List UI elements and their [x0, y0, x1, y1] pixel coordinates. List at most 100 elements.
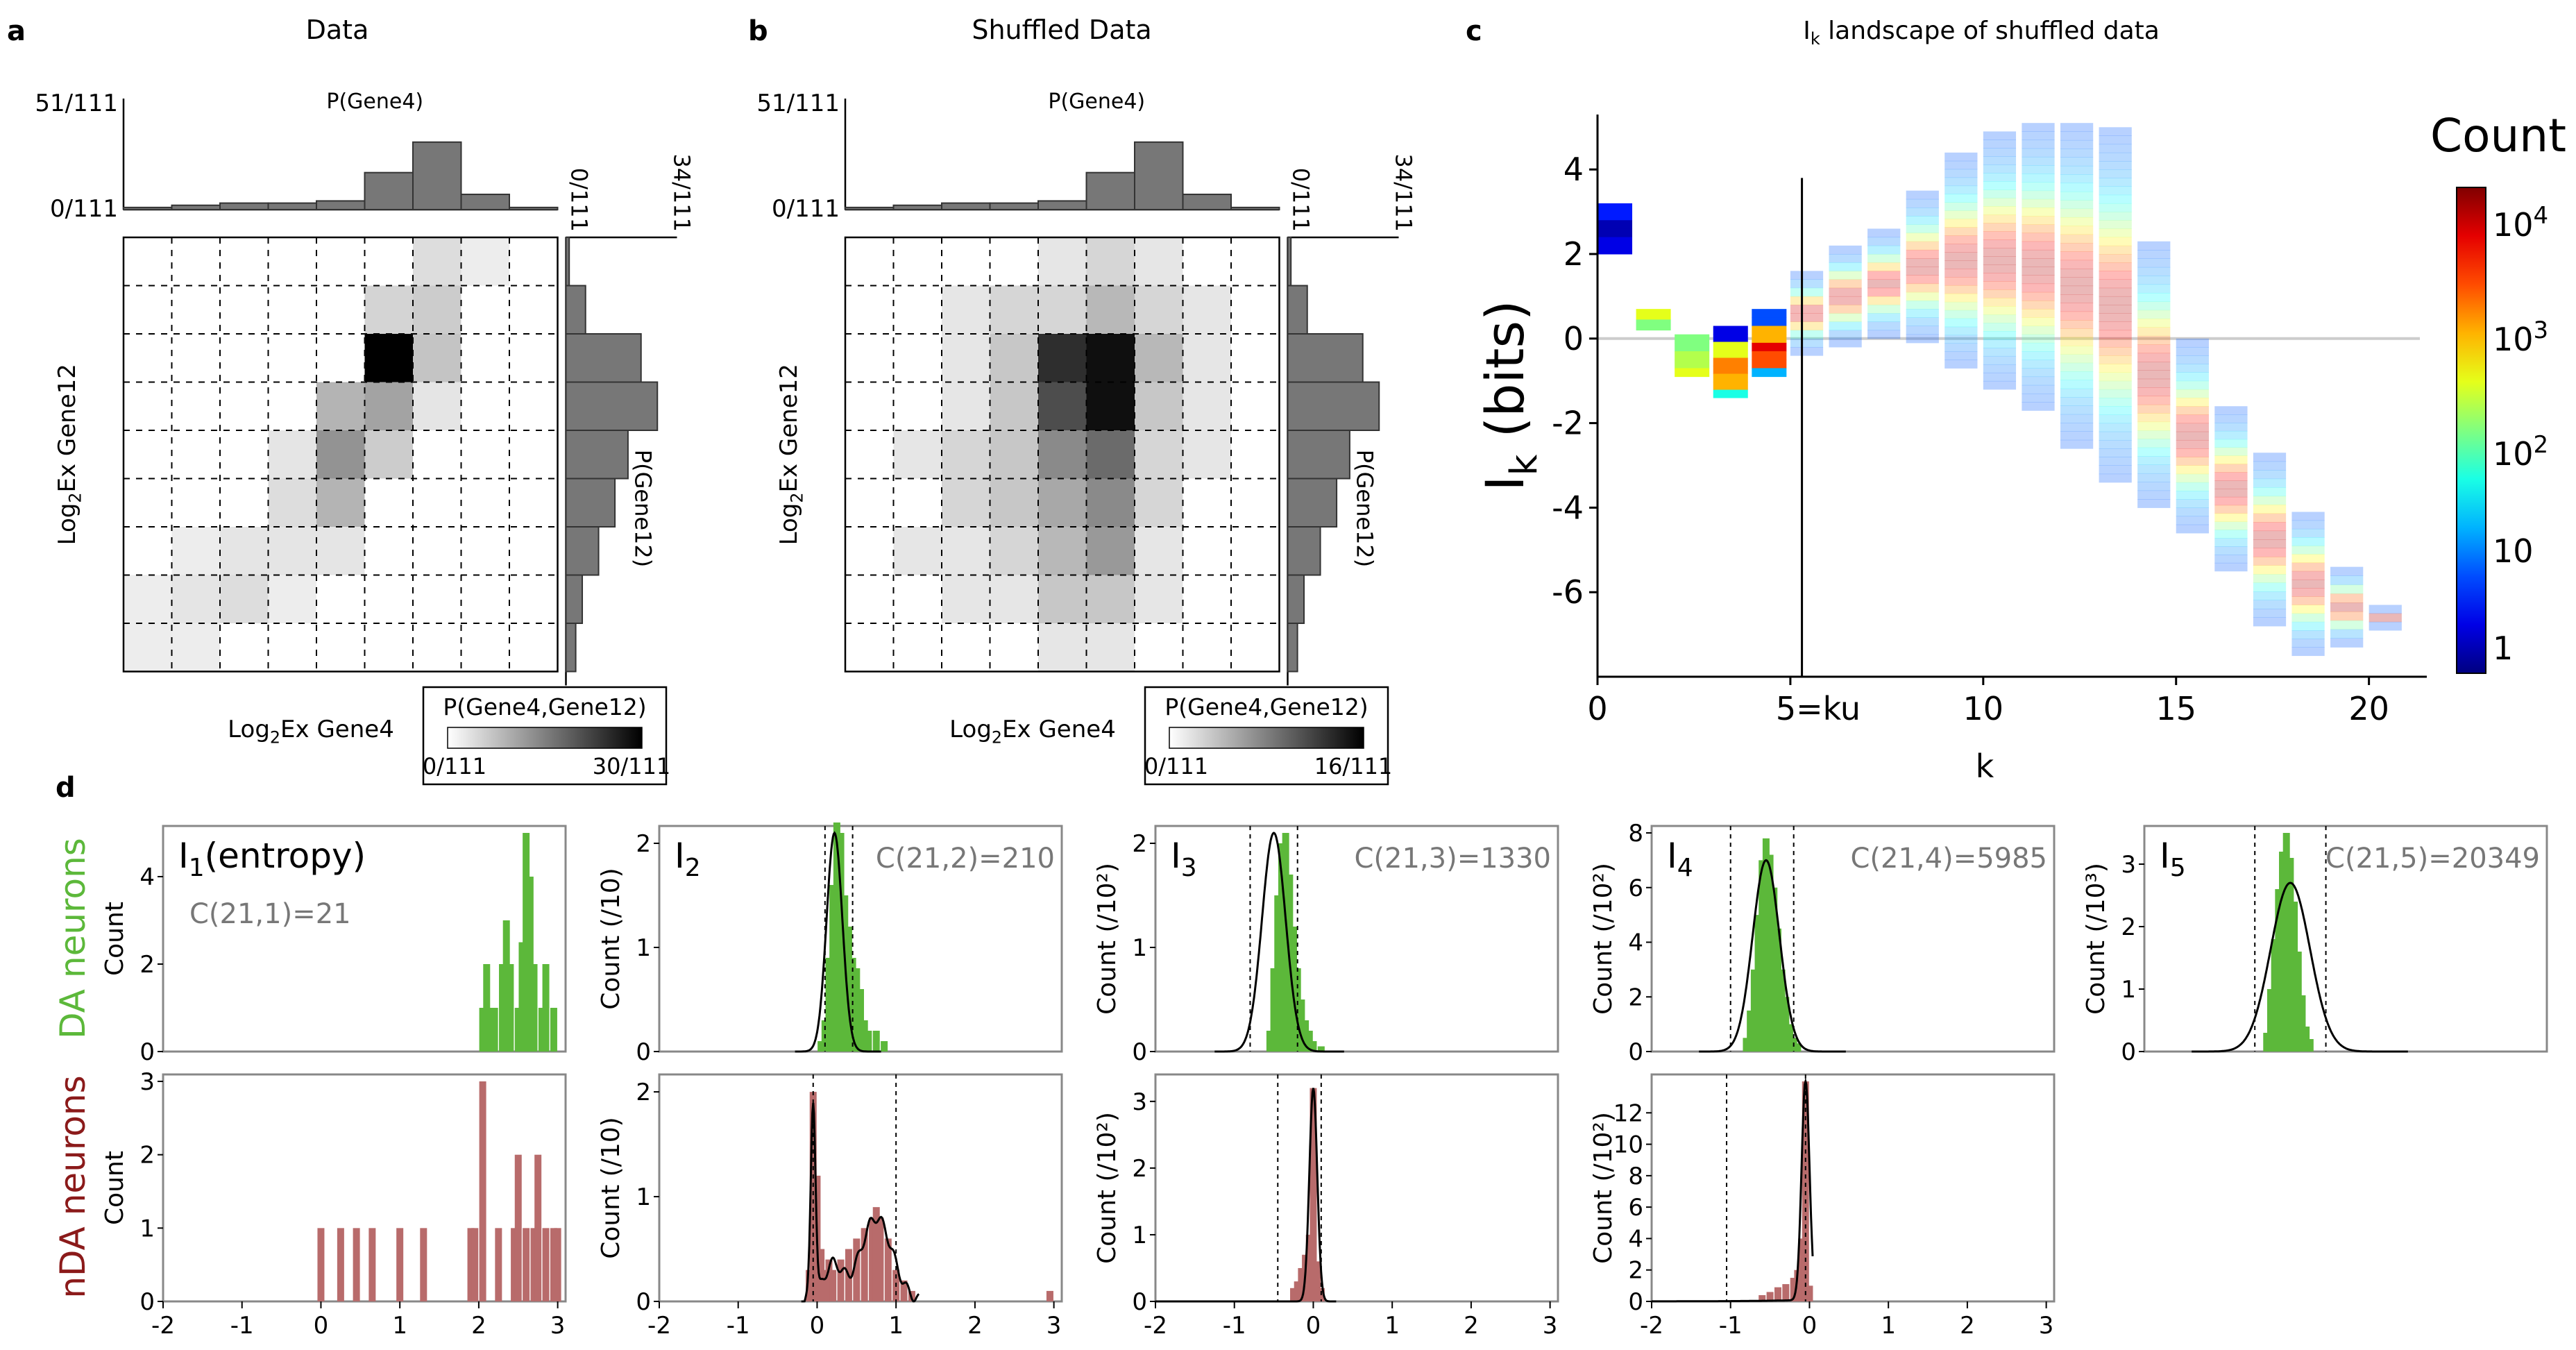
landscape-bin [1944, 177, 1978, 187]
landscape-bin [1790, 271, 1824, 280]
hist-bar [861, 1020, 868, 1052]
colorbar-tick-label: 1 [2493, 630, 2513, 667]
landscape-bin [2060, 346, 2094, 355]
heat-cell [220, 527, 269, 575]
landscape-bin [2176, 431, 2209, 441]
landscape-bin [2099, 338, 2132, 348]
heat-cell [990, 430, 1038, 479]
landscape-bin [2137, 310, 2171, 319]
landscape-bin [2253, 496, 2287, 505]
landscape-bin [2022, 292, 2055, 301]
landscape-bin [1906, 275, 1939, 285]
heat-cell [1038, 430, 1087, 479]
colorbar-max-label: 30/111 [593, 753, 671, 779]
landscape-bin [2137, 490, 2171, 500]
y-tick-label: 4 [1628, 929, 1643, 957]
heat-cell [316, 478, 365, 527]
hist-bar [550, 1008, 557, 1052]
landscape-bin [2099, 212, 2132, 221]
landscape-bin [2060, 200, 2094, 210]
x-tick-label: 2 [1464, 1312, 1479, 1340]
landscape-bin [1983, 173, 2017, 182]
panel-c-title-rest: landscape of shuffled data [1820, 17, 2160, 45]
subplot-name-main: I [1171, 836, 1181, 876]
colorbar-tick-label: 102 [2493, 431, 2548, 473]
landscape-bin [1790, 313, 1824, 322]
landscape-bin [2137, 482, 2171, 491]
landscape-bin [2330, 566, 2364, 577]
landscape-bin [2330, 593, 2364, 603]
landscape-bin [2253, 591, 2287, 600]
landscape-bin [1944, 244, 1978, 253]
heat-cell [1086, 575, 1135, 623]
landscape-bin [1983, 273, 2017, 282]
top-hist-bar [171, 204, 221, 211]
x-tick-label: 3 [1543, 1312, 1558, 1340]
landscape-bin [2022, 174, 2055, 183]
landscape-bin [1983, 372, 2017, 382]
landscape-bin [2253, 478, 2287, 488]
landscape-bin [2099, 389, 2132, 398]
landscape-bin [2330, 602, 2364, 612]
landscape-bin [1636, 319, 1671, 331]
side-hist-bar [565, 574, 584, 624]
colorbar-swatch [2456, 187, 2486, 674]
hist-bar [817, 1249, 825, 1301]
landscape-bin [1906, 207, 1939, 217]
y-axis-label-main: Log [53, 503, 81, 546]
hist-bar [420, 1228, 427, 1301]
landscape-bin [2060, 294, 2094, 303]
landscape-bin [1983, 364, 2017, 373]
panel-label-c: c [1466, 15, 1482, 47]
landscape-bin [2214, 530, 2248, 539]
landscape-bin [2060, 131, 2094, 141]
x-axis-label-main: Log [949, 716, 992, 743]
hist-bar [809, 1092, 817, 1301]
landscape-bin [1983, 314, 2017, 323]
colorbar-tick-main: 10 [2493, 206, 2534, 244]
y-tick-label: -4 [1552, 489, 1584, 526]
hist-bar [1798, 1238, 1806, 1301]
landscape-bin [2099, 465, 2132, 475]
hist-bar [1747, 1010, 1754, 1052]
heat-cell [124, 623, 172, 672]
landscape-bin [1675, 334, 1710, 344]
landscape-bin [2253, 461, 2287, 471]
hist-bar [837, 833, 845, 1052]
side-hist-label: P(Gene12) [1352, 450, 1378, 567]
y-tick-label: -2 [1552, 405, 1584, 442]
landscape-bin [2137, 396, 2171, 405]
landscape-bin [2137, 421, 2171, 431]
hist-bar [817, 1041, 825, 1052]
y-axis-label: Count (/10²) [1093, 1112, 1121, 1264]
landscape-bin [2022, 249, 2055, 259]
subplot-name-sub: 2 [685, 854, 701, 882]
landscape-bin [1713, 341, 1748, 351]
heat-cell [942, 285, 990, 334]
y-tick-label: 2 [1628, 984, 1643, 1011]
colorbar-tick-sup: 3 [2534, 317, 2549, 344]
landscape-bin [1752, 368, 1787, 378]
hist-bar [534, 1154, 542, 1301]
landscape-bin [2022, 123, 2055, 132]
landscape-bin [2214, 406, 2248, 415]
landscape-bin [2137, 327, 2171, 337]
landscape-bin [2137, 319, 2171, 328]
colorbar-swatch [447, 727, 643, 749]
side-hist-bar [1287, 430, 1350, 480]
heat-cell [942, 478, 990, 527]
landscape-bin [2060, 242, 2094, 252]
landscape-bin [2022, 267, 2055, 276]
landscape-bin [2214, 447, 2248, 456]
landscape-bin [1829, 262, 1862, 271]
hist-bar [853, 968, 861, 1052]
landscape-bin [1713, 326, 1748, 335]
y-tick-label: 0 [139, 1038, 155, 1066]
landscape-bin [1944, 160, 1978, 170]
landscape-bin [1598, 237, 1633, 246]
hist-bar [2306, 1039, 2314, 1052]
panel-a: 51/111 0/111 P(Gene4) 0/111 34/111 P(Gene12) L… [35, 90, 695, 786]
landscape-bin [1906, 224, 1939, 234]
y-tick-label: 1 [139, 1215, 155, 1242]
